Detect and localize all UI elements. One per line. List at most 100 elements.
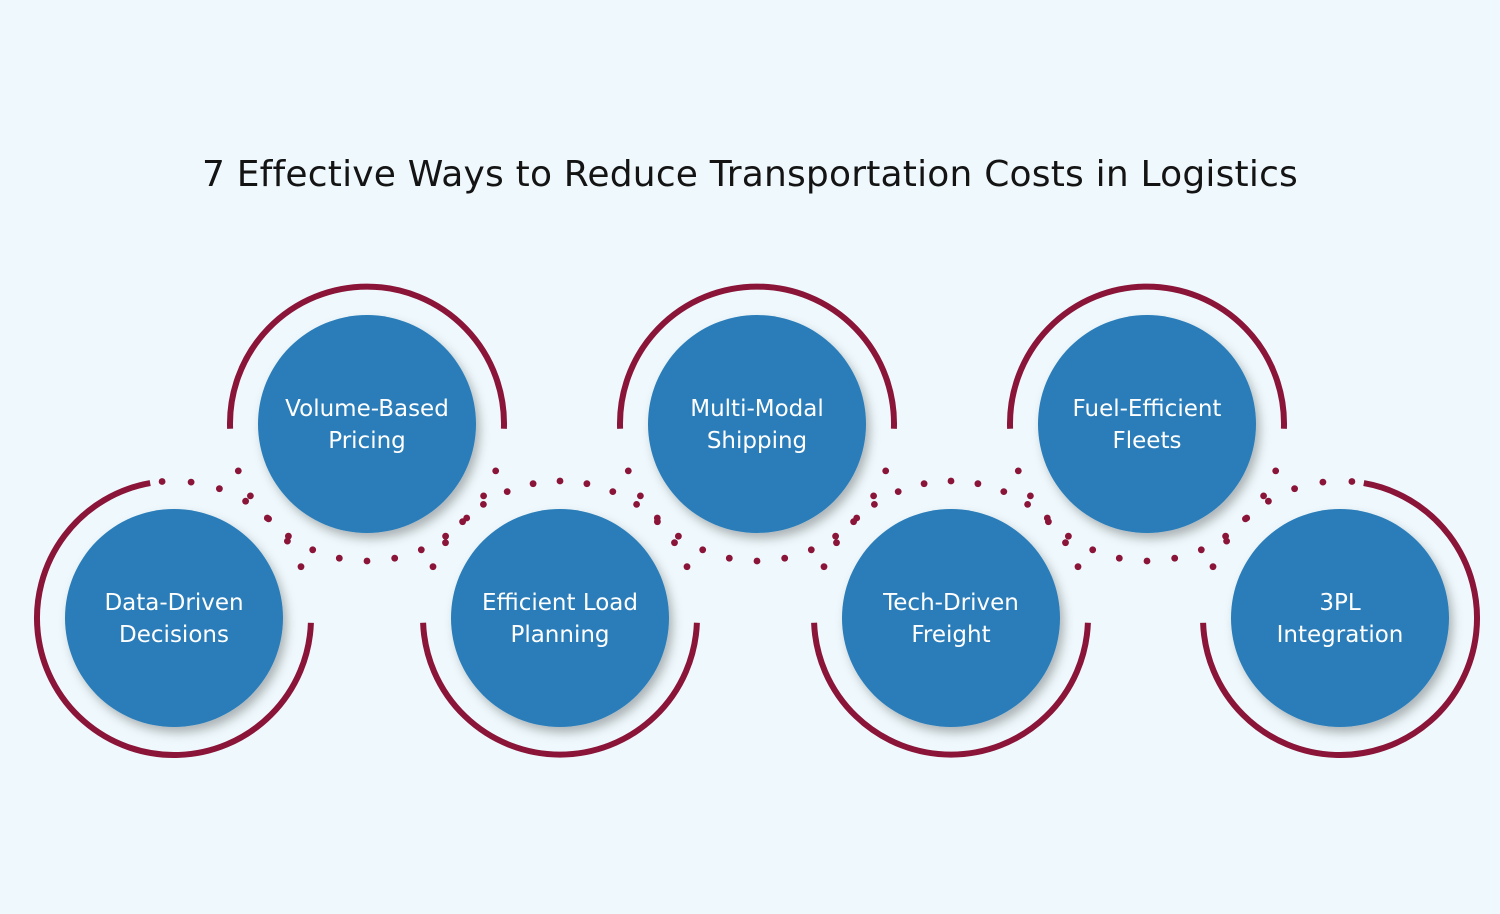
- step-node-3: Efficient Load Planning: [451, 509, 669, 727]
- connector-dot: [850, 518, 857, 526]
- connector-dot: [807, 546, 815, 554]
- connector-dot: [1319, 478, 1327, 486]
- connector-dot: [1260, 492, 1267, 500]
- connector-dot: [870, 492, 877, 500]
- connector-dot: [1197, 546, 1205, 554]
- connector-dot: [556, 477, 564, 485]
- connector-dot: [363, 557, 371, 565]
- connector-dot: [263, 514, 271, 522]
- step-circle: [65, 509, 283, 727]
- connector-dot: [480, 501, 487, 508]
- connector-dot: [637, 492, 644, 500]
- connector-dot: [417, 546, 425, 554]
- connector-dot: [480, 492, 487, 500]
- connector-dot: [583, 480, 591, 488]
- connector-dot: [216, 485, 223, 493]
- connector-arc-4: [617, 283, 897, 429]
- connector-dot: [871, 501, 878, 508]
- connector-dot: [247, 492, 254, 500]
- step-label-line: Planning: [510, 622, 609, 648]
- connector-dot: [187, 478, 195, 486]
- connector-dot: [503, 488, 511, 495]
- connector-arc-2: [227, 283, 507, 429]
- step-circle: [1038, 315, 1256, 533]
- connector-dot: [158, 478, 166, 485]
- connector-dot: [492, 467, 500, 475]
- connector-dot: [1209, 563, 1217, 571]
- connector-dot: [1024, 501, 1031, 508]
- connector-dot: [1223, 537, 1230, 545]
- connector-dot: [947, 477, 955, 485]
- step-node-1: Data-Driven Decisions: [65, 509, 283, 727]
- connector-dot: [459, 518, 466, 526]
- connector-dot: [633, 501, 640, 508]
- connector-dot: [429, 563, 437, 571]
- step-node-2: Volume-Based Pricing: [258, 315, 476, 533]
- connector-dot: [242, 497, 250, 505]
- step-label-line: 3PL: [1319, 590, 1361, 616]
- step-node-5: Tech-Driven Freight: [842, 509, 1060, 727]
- step-label-line: Shipping: [707, 428, 807, 454]
- connector-dot: [335, 554, 343, 562]
- connector-arc-3: [420, 622, 700, 758]
- connector-dot: [624, 467, 632, 475]
- connector-dot: [1115, 554, 1123, 562]
- connector-dot: [1014, 467, 1022, 475]
- connector-dot: [725, 554, 733, 562]
- connector-dot: [1027, 492, 1034, 500]
- step-label-line: Pricing: [328, 428, 406, 454]
- step-label-line: Multi-Modal: [690, 396, 824, 422]
- connector-dot: [781, 554, 789, 562]
- connector-dot: [675, 532, 682, 540]
- connector-dot: [832, 532, 839, 540]
- connector-dot: [1291, 485, 1298, 493]
- connector-dot: [974, 480, 982, 488]
- connector-arc-7: [1200, 480, 1481, 759]
- connector-dot: [699, 546, 707, 554]
- connector-dot: [442, 539, 449, 547]
- connector-dot: [309, 546, 317, 554]
- step-label-line: Efficient Load: [482, 590, 638, 616]
- step-circle: [258, 315, 476, 533]
- connector-dot: [833, 539, 840, 547]
- step-label-line: Decisions: [119, 622, 229, 648]
- step-circle: [648, 315, 866, 533]
- connector-dot: [1065, 532, 1072, 540]
- connector-dot: [1348, 478, 1356, 485]
- step-node-6: Fuel-Efficient Fleets: [1038, 315, 1256, 533]
- connector-arc-6: [1007, 283, 1287, 429]
- connector-arc-1: [33, 480, 314, 759]
- connector-dot: [529, 480, 537, 488]
- connector-dot: [671, 539, 678, 547]
- connector-dot: [653, 514, 661, 522]
- connector-dot: [820, 563, 828, 571]
- connector-dot: [1089, 546, 1097, 554]
- connector-dot: [1272, 467, 1280, 475]
- page-title: 7 Effective Ways to Reduce Transportatio…: [201, 154, 1299, 195]
- connector-dot: [285, 532, 292, 540]
- step-node-7: 3PL Integration: [1231, 509, 1449, 727]
- connector-dot: [753, 557, 761, 565]
- step-label-line: Volume-Based: [285, 396, 449, 422]
- connector-dot: [391, 554, 399, 562]
- step-label-line: Data-Driven: [104, 590, 243, 616]
- step-circle: [451, 509, 669, 727]
- connector-dot: [297, 563, 305, 571]
- step-node-4: Multi-Modal Shipping: [648, 315, 866, 533]
- step-circle: [1231, 509, 1449, 727]
- connector-dot: [1000, 488, 1008, 495]
- connector-dot: [1171, 554, 1179, 562]
- connector-dot: [234, 467, 242, 475]
- connector-dot: [1265, 497, 1272, 505]
- connector-dot: [1074, 563, 1082, 571]
- connector-arc-5: [811, 622, 1091, 758]
- connector-dot: [442, 532, 449, 540]
- connector-dot: [1043, 514, 1051, 522]
- step-label-line: Tech-Driven: [882, 590, 1019, 616]
- connector-dot: [1242, 515, 1249, 523]
- step-circle: [842, 509, 1060, 727]
- step-label-line: Freight: [911, 622, 990, 648]
- connector-dot: [683, 563, 691, 571]
- step-label-line: Integration: [1277, 622, 1404, 648]
